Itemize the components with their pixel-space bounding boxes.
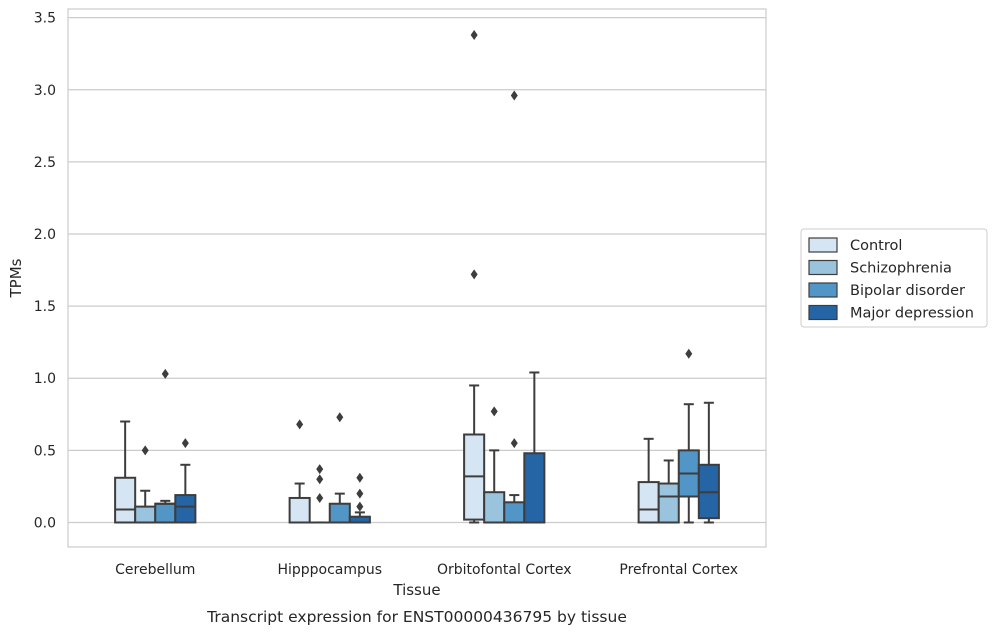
outlier-marker [356, 501, 364, 512]
x-tick-labels: Cerebellum Hipppocampus Orbitofontal Corte… [115, 562, 738, 578]
outlier-marker [470, 269, 478, 280]
legend-frame [800, 228, 988, 328]
x-tick-label: Cerebellum [115, 562, 195, 578]
y-tick-label: 1.0 [34, 371, 56, 387]
y-axis-title: TPMs [7, 258, 25, 298]
legend-label: Bipolar disorder [850, 283, 965, 299]
outlier-marker [316, 474, 324, 485]
outlier-marker [356, 488, 364, 499]
legend: Control Schizophrenia Bipolar disorder Majo… [800, 228, 988, 328]
plot-frame [67, 8, 767, 548]
y-gridlines [68, 17, 766, 524]
box [288, 496, 311, 524]
box [134, 505, 157, 524]
box [174, 494, 197, 524]
x-tick-label: Hipppocampus [277, 562, 382, 578]
box [637, 481, 660, 524]
outlier-marker [141, 445, 149, 456]
outlier-marker [181, 438, 189, 449]
x-tick-label: Orbitofontal Cortex [437, 562, 572, 578]
outlier-marker [336, 412, 344, 423]
x-axis-title: Tissue [392, 581, 440, 599]
outlier-marker [490, 406, 498, 417]
box [328, 502, 351, 524]
outlier-marker [685, 348, 693, 359]
box-series-group [114, 29, 720, 524]
box [657, 482, 680, 524]
outlier-marker [510, 90, 518, 101]
y-tick-label: 0.5 [34, 443, 56, 459]
y-tick-label: 3.5 [34, 11, 56, 27]
chart-caption: Transcript expression for ENST0000043679… [206, 608, 627, 626]
box [114, 476, 137, 524]
outlier-marker [356, 472, 364, 483]
legend-label: Major depression [850, 306, 974, 322]
legend-label: Control [850, 238, 902, 254]
box [503, 501, 526, 524]
y-tick-label: 2.0 [34, 227, 56, 243]
legend-label: Schizophrenia [850, 261, 952, 277]
outlier-marker [510, 438, 518, 449]
box [154, 502, 177, 524]
outlier-marker [296, 419, 304, 430]
y-tick-label: 0.0 [34, 515, 56, 531]
y-tick-label: 2.5 [34, 155, 56, 171]
y-tick-label: 1.5 [34, 299, 56, 315]
y-tick-label: 3.0 [34, 83, 56, 99]
x-tick-label: Prefrontal Cortex [619, 562, 738, 578]
legend-swatch [808, 237, 838, 253]
y-tick-labels: 0.0 0.5 1.0 1.5 2.0 2.5 3.0 3.5 [34, 11, 56, 532]
outlier-marker [316, 492, 324, 503]
outlier-marker [161, 368, 169, 379]
outlier-marker [316, 464, 324, 475]
legend-swatch [808, 259, 838, 276]
legend-swatch [808, 282, 838, 298]
legend-swatch [808, 304, 838, 321]
box [523, 452, 546, 524]
box [483, 491, 506, 524]
outlier-marker [470, 29, 478, 40]
